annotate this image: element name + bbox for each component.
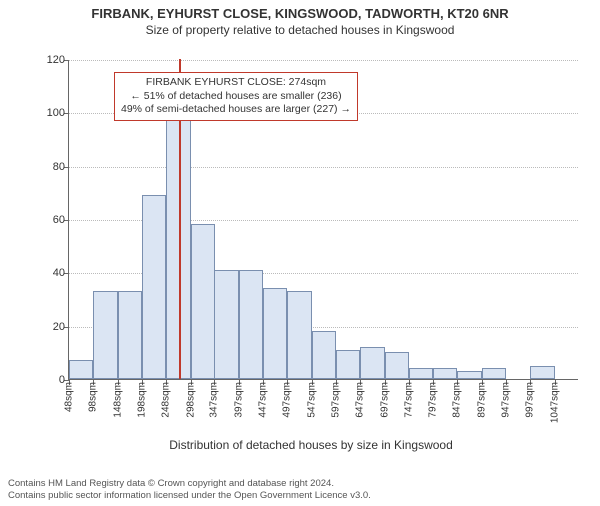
histogram-bar [239,270,263,379]
xtick-label: 148sqm [112,382,123,418]
grid-line [69,167,578,168]
histogram-bar [457,371,481,379]
annotation-line3: 49% of semi-detached houses are larger (… [121,103,351,117]
chart-title: FIRBANK, EYHURST CLOSE, KINGSWOOD, TADWO… [0,6,600,21]
footer-line2: Contains public sector information licen… [8,490,371,502]
histogram-bar [263,288,287,379]
xtick-label: 48sqm [64,382,75,412]
x-axis-label: Distribution of detached houses by size … [44,438,578,452]
ytick-label: 20 [41,321,65,333]
annotation-line2: ← 51% of detached houses are smaller (23… [121,90,351,104]
xtick-label: 547sqm [306,382,317,418]
xtick-label: 797sqm [428,382,439,418]
xtick-label: 397sqm [233,382,244,418]
xtick-label: 647sqm [355,382,366,418]
ytick-label: 120 [41,54,65,66]
footer-attribution: Contains HM Land Registry data © Crown c… [8,478,371,502]
xtick-label: 347sqm [209,382,220,418]
xtick-label: 697sqm [379,382,390,418]
ytick-label: 100 [41,107,65,119]
histogram-bar [336,350,360,379]
xtick-label: 248sqm [161,382,172,418]
annotation-box: FIRBANK EYHURST CLOSE: 274sqm ← 51% of d… [114,72,358,121]
xtick-label: 298sqm [185,382,196,418]
ytick-label: 40 [41,267,65,279]
histogram-bar [191,224,215,379]
grid-line [69,60,578,61]
histogram-bar [69,360,93,379]
xtick-label: 497sqm [282,382,293,418]
histogram-bar [482,368,506,379]
histogram-bar [433,368,457,379]
histogram-bar [118,291,142,379]
ytick-label: 0 [41,374,65,386]
chart-subtitle: Size of property relative to detached ho… [0,23,600,37]
xtick-label: 1047sqm [549,382,560,423]
xtick-label: 897sqm [476,382,487,418]
xtick-label: 447sqm [257,382,268,418]
histogram-bar [360,347,384,379]
histogram-bar [287,291,311,379]
annotation-line1: FIRBANK EYHURST CLOSE: 274sqm [121,76,351,90]
ytick-label: 60 [41,214,65,226]
histogram-bar [409,368,433,379]
footer-line1: Contains HM Land Registry data © Crown c… [8,478,371,490]
ytick-label: 80 [41,161,65,173]
xtick-label: 597sqm [330,382,341,418]
xtick-label: 98sqm [88,382,99,412]
xtick-label: 847sqm [452,382,463,418]
histogram-bar [530,366,554,379]
histogram-bar [312,331,336,379]
xtick-label: 997sqm [525,382,536,418]
histogram-bar [385,352,409,379]
histogram-bar [93,291,117,379]
histogram-bar [214,270,238,379]
xtick-label: 747sqm [403,382,414,418]
histogram-bar [142,195,166,379]
xtick-label: 947sqm [501,382,512,418]
xtick-label: 198sqm [136,382,147,418]
